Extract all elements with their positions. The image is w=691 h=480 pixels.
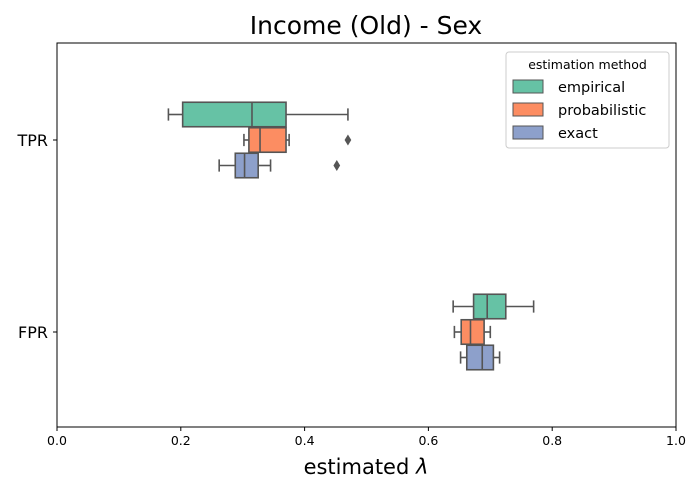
legend-title: estimation method (528, 57, 647, 72)
box-probabilistic-tpr (243, 126, 352, 154)
outlier-point (344, 134, 352, 146)
box-iqr (181, 101, 287, 128)
x-tick-label: 0.8 (542, 433, 562, 448)
x-axis-label: estimated λ (304, 455, 429, 479)
outlier-point (333, 160, 341, 171)
legend: estimation method empirical probabilistic e… (505, 51, 670, 149)
plot-area (167, 101, 535, 371)
box-empirical-fpr (452, 293, 535, 320)
plot-frame (56, 42, 677, 428)
legend-swatch-empirical (512, 79, 544, 94)
box-iqr (248, 126, 287, 154)
legend-label-exact: exact (558, 126, 598, 142)
y-axis: TPR FPR (16, 131, 57, 342)
x-axis-label-symbol: λ (415, 455, 428, 479)
x-tick-label: 0.2 (171, 433, 191, 448)
x-tick-label: 0.6 (418, 433, 438, 448)
legend-label-empirical: empirical (558, 80, 625, 96)
x-tick-label: 0.0 (47, 433, 67, 448)
y-tick-label-tpr: TPR (16, 131, 48, 150)
box-iqr (465, 344, 495, 371)
x-tick-label: 0.4 (295, 433, 315, 448)
x-tick-label: 1.0 (666, 433, 686, 448)
chart-title: Income (Old) - Sex (250, 11, 482, 40)
legend-label-probabilistic: probabilistic (558, 103, 646, 119)
legend-swatch-probabilistic (512, 102, 544, 117)
box-iqr (460, 318, 485, 346)
x-axis: 0.0 0.2 0.4 0.6 0.8 1.0 (47, 427, 686, 448)
box-probabilistic-fpr (453, 318, 492, 346)
box-exact-tpr (218, 152, 341, 179)
legend-swatch-exact (512, 125, 544, 140)
legend-box (505, 51, 670, 149)
x-axis-label-text: estimated (304, 455, 416, 479)
box-iqr (234, 152, 259, 179)
box-empirical-tpr (167, 101, 349, 128)
y-tick-label-fpr: FPR (18, 323, 48, 342)
box-iqr (472, 293, 507, 320)
box-exact-fpr (459, 344, 501, 371)
